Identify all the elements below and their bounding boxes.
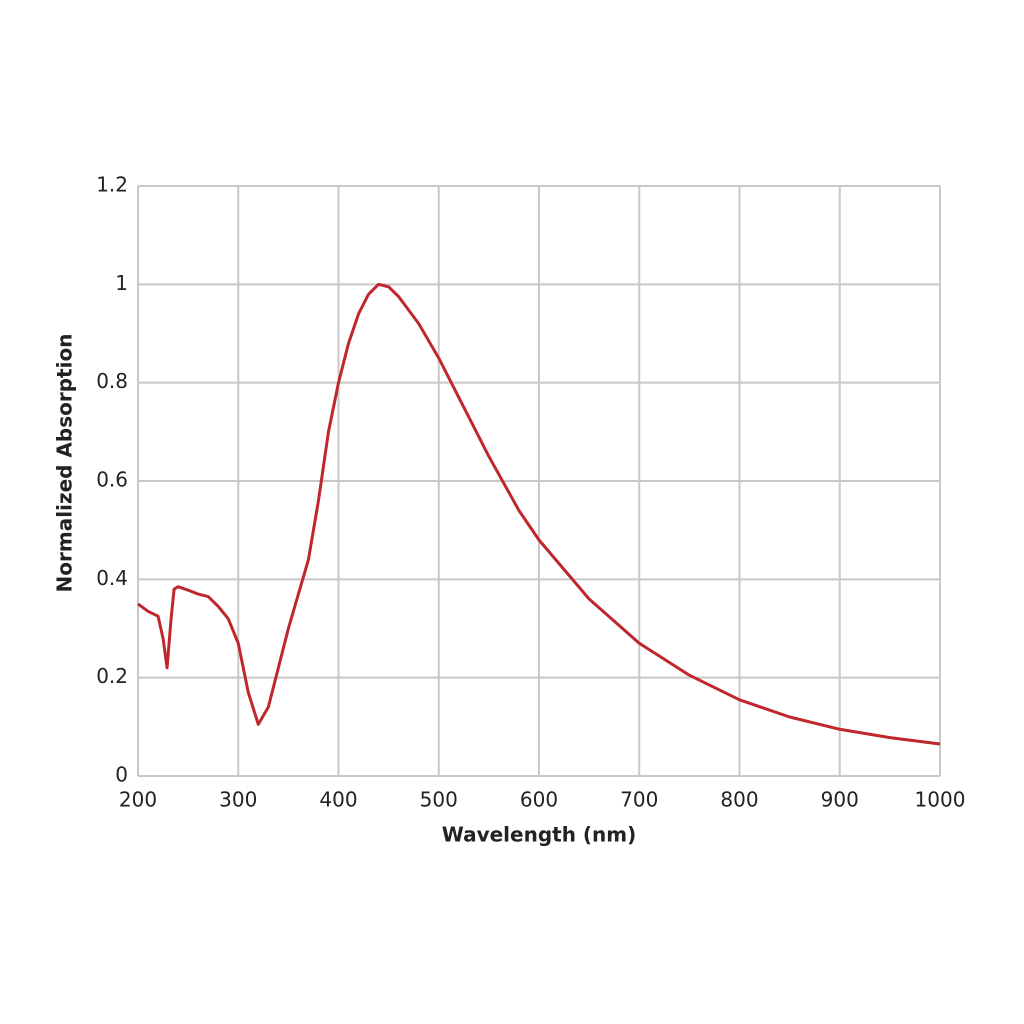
x-tick-label: 400 [319,788,357,812]
x-tick-label: 800 [720,788,758,812]
y-tick-label: 1 [115,271,128,295]
y-axis-title: Normalized Absorption [53,334,77,593]
y-tick-label: 0 [115,763,128,787]
data-line [137,282,941,746]
x-tick-label: 600 [520,788,558,812]
x-tick-label: 300 [219,788,257,812]
y-tick-label: 0.2 [96,664,128,688]
x-tick-label: 900 [821,788,859,812]
x-tick-label: 700 [620,788,658,812]
y-tick-label: 0.4 [96,566,128,590]
x-tick-label: 500 [420,788,458,812]
x-tick-label: 1000 [915,788,966,812]
y-tick-label: 0.6 [96,468,128,492]
x-axis-title: Wavelength (nm) [442,823,637,847]
y-tick-label: 0.8 [96,369,128,393]
x-tick-label: 200 [119,788,157,812]
y-tick-label: 1.2 [96,173,128,197]
